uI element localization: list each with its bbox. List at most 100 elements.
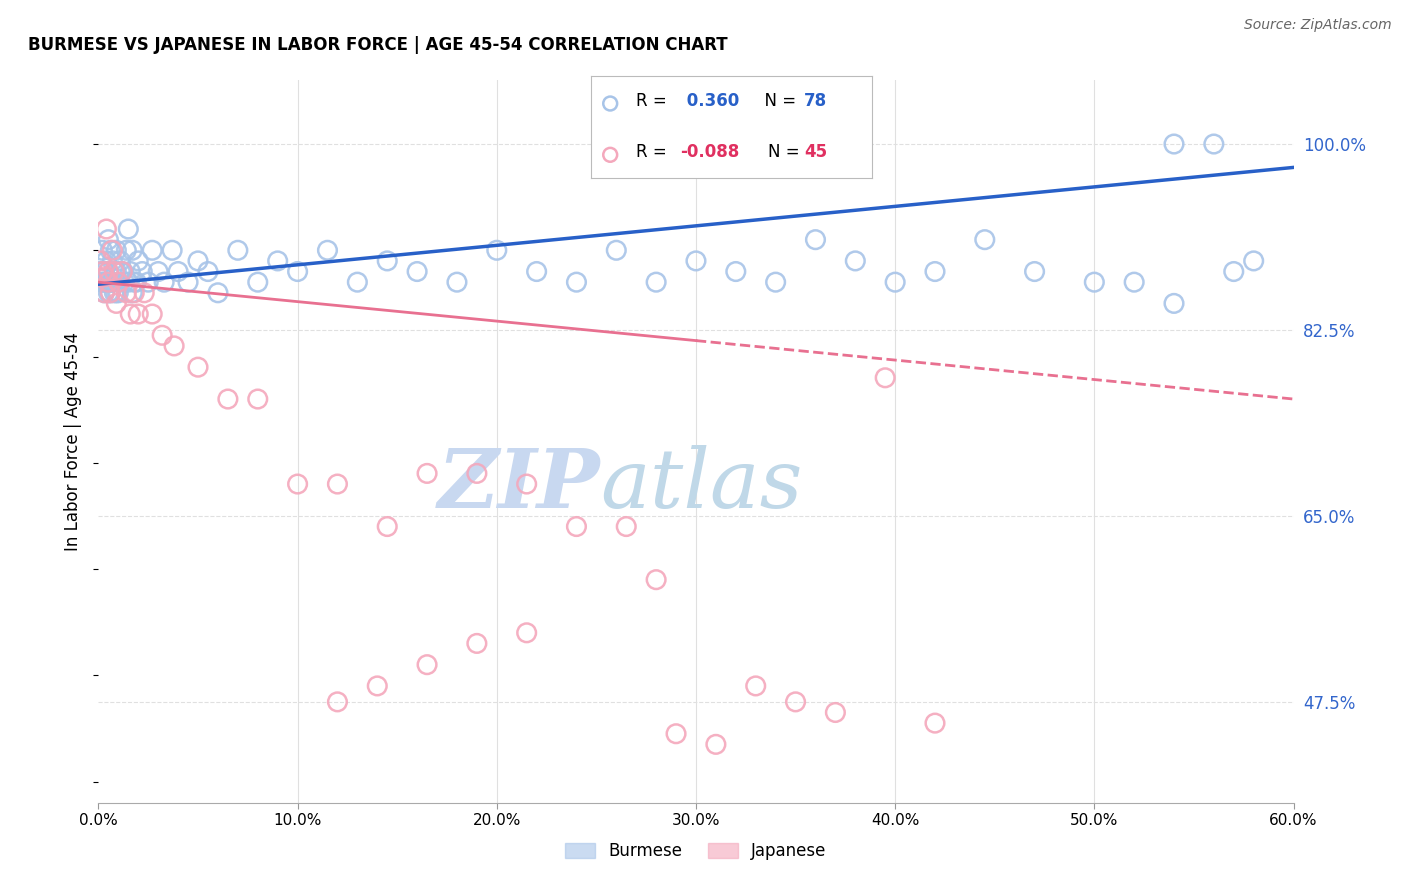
Point — [287, 477, 309, 491]
Point — [1202, 136, 1225, 151]
Point — [124, 275, 146, 289]
Point — [111, 264, 134, 278]
Point — [406, 264, 429, 278]
Point — [1163, 296, 1185, 310]
Point — [665, 727, 688, 741]
Point — [101, 275, 124, 289]
Text: R =: R = — [636, 92, 672, 110]
Point — [160, 244, 183, 258]
Point — [120, 307, 142, 321]
Point — [105, 264, 128, 278]
Point — [187, 254, 209, 268]
Point — [96, 222, 118, 236]
Point — [465, 636, 488, 650]
Point — [366, 679, 388, 693]
Point — [614, 519, 637, 533]
Point — [167, 264, 190, 278]
Point — [103, 264, 125, 278]
Point — [117, 222, 139, 236]
Point — [115, 285, 138, 300]
Point — [326, 695, 349, 709]
Point — [97, 275, 120, 289]
Point — [105, 285, 128, 300]
Point — [246, 275, 269, 289]
Point — [141, 244, 163, 258]
Text: Source: ZipAtlas.com: Source: ZipAtlas.com — [1244, 18, 1392, 32]
Point — [136, 275, 159, 289]
Point — [267, 254, 290, 268]
Point — [416, 467, 439, 481]
Point — [685, 254, 707, 268]
Point — [96, 254, 118, 268]
Point — [246, 392, 269, 406]
Text: 0.360: 0.360 — [681, 92, 738, 110]
Point — [804, 233, 827, 247]
Point — [98, 285, 122, 300]
Point — [141, 307, 163, 321]
Point — [97, 285, 120, 300]
Point — [516, 625, 538, 640]
Point — [131, 264, 153, 278]
Point — [645, 573, 668, 587]
Point — [97, 264, 120, 278]
Point — [1123, 275, 1146, 289]
Point — [375, 519, 398, 533]
Point — [163, 339, 186, 353]
Point — [1223, 264, 1246, 278]
Point — [316, 244, 339, 258]
Text: 45: 45 — [804, 143, 827, 161]
Point — [103, 264, 125, 278]
Legend: Burmese, Japanese: Burmese, Japanese — [558, 836, 834, 867]
Point — [704, 737, 727, 751]
Point — [121, 285, 143, 300]
Point — [110, 254, 132, 268]
Point — [605, 244, 627, 258]
Point — [127, 254, 149, 268]
Point — [105, 244, 128, 258]
Text: N =: N = — [768, 143, 804, 161]
Point — [98, 285, 122, 300]
Point — [207, 285, 229, 300]
Point — [516, 477, 538, 491]
Point — [107, 275, 129, 289]
Point — [485, 244, 508, 258]
Point — [765, 275, 787, 289]
Text: -0.088: -0.088 — [681, 143, 740, 161]
Point — [526, 264, 548, 278]
Point — [93, 264, 115, 278]
Point — [287, 264, 309, 278]
Point — [375, 254, 398, 268]
Point — [645, 275, 668, 289]
Point — [91, 264, 114, 278]
Text: R =: R = — [636, 143, 672, 161]
Text: BURMESE VS JAPANESE IN LABOR FORCE | AGE 45-54 CORRELATION CHART: BURMESE VS JAPANESE IN LABOR FORCE | AGE… — [28, 36, 728, 54]
Point — [105, 296, 128, 310]
Point — [326, 477, 349, 491]
Point — [91, 244, 114, 258]
Point — [884, 275, 907, 289]
Point — [565, 519, 588, 533]
Point — [785, 695, 807, 709]
Point — [98, 244, 122, 258]
Point — [745, 679, 768, 693]
Text: 78: 78 — [804, 92, 827, 110]
Point — [101, 275, 124, 289]
Point — [120, 264, 142, 278]
Point — [924, 716, 946, 731]
Point — [1243, 254, 1265, 268]
Point — [93, 269, 115, 284]
Point — [346, 275, 368, 289]
Point — [844, 254, 866, 268]
Point — [103, 285, 125, 300]
Point — [97, 264, 120, 278]
Point — [217, 392, 239, 406]
Text: ZIP: ZIP — [437, 445, 600, 524]
Point — [226, 244, 249, 258]
Point — [446, 275, 468, 289]
Point — [1024, 264, 1046, 278]
Point — [153, 275, 176, 289]
Point — [110, 264, 132, 278]
Point — [107, 285, 129, 300]
Point — [148, 264, 170, 278]
Point — [121, 244, 143, 258]
